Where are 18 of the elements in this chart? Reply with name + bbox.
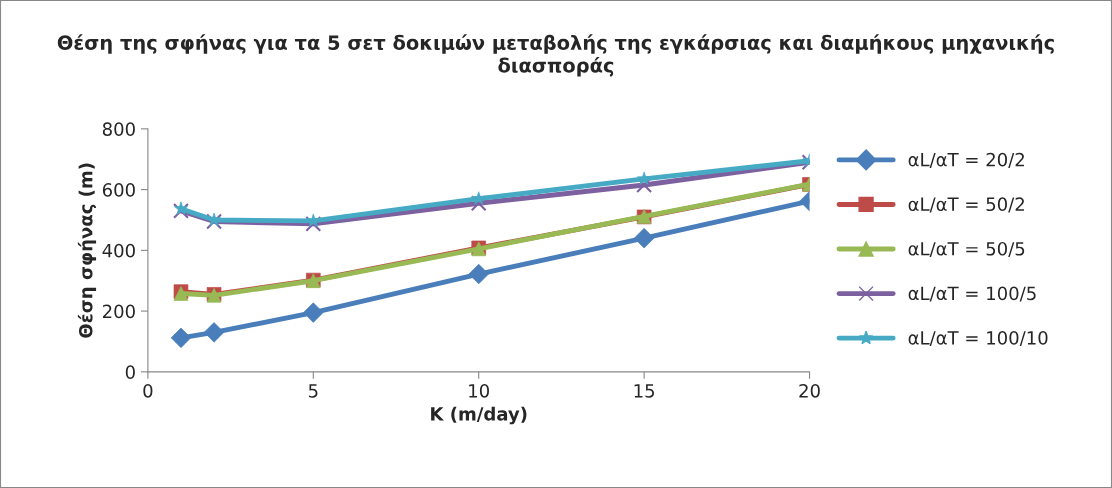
legend-label: αL/αT = 100/5 — [908, 286, 1036, 302]
legend-label: αL/αT = 50/5 — [908, 241, 1025, 257]
y-tick-label: 200 — [102, 304, 135, 319]
y-tick-label: 600 — [102, 183, 135, 197]
x-tick-label: 20 — [799, 383, 820, 398]
chart-title: Θέση της σφήνας για τα 5 σετ δοκιμών μεταβολής της εγκάρσιας και διαμήκους μηχανικής διασποράς — [57, 34, 1054, 77]
x-tick-label: 5 — [308, 384, 318, 398]
legend-label: αL/αT = 100/10 — [908, 331, 1048, 347]
x-tick-label: 10 — [469, 383, 489, 398]
x-tick-label: 15 — [634, 384, 655, 398]
y-tick-label: 0 — [125, 365, 135, 379]
y-tick-label: 800 — [102, 122, 135, 136]
legend-label: αL/αT = 50/2 — [908, 197, 1024, 213]
x-axis-title: K (m/day) — [431, 406, 527, 425]
y-tick-label: 400 — [102, 243, 135, 258]
legend-label: αL/αT = 20/2 — [908, 152, 1024, 168]
y-axis-title: Θέση σφήνας (m) — [77, 163, 97, 338]
x-tick-label: 0 — [143, 383, 153, 398]
